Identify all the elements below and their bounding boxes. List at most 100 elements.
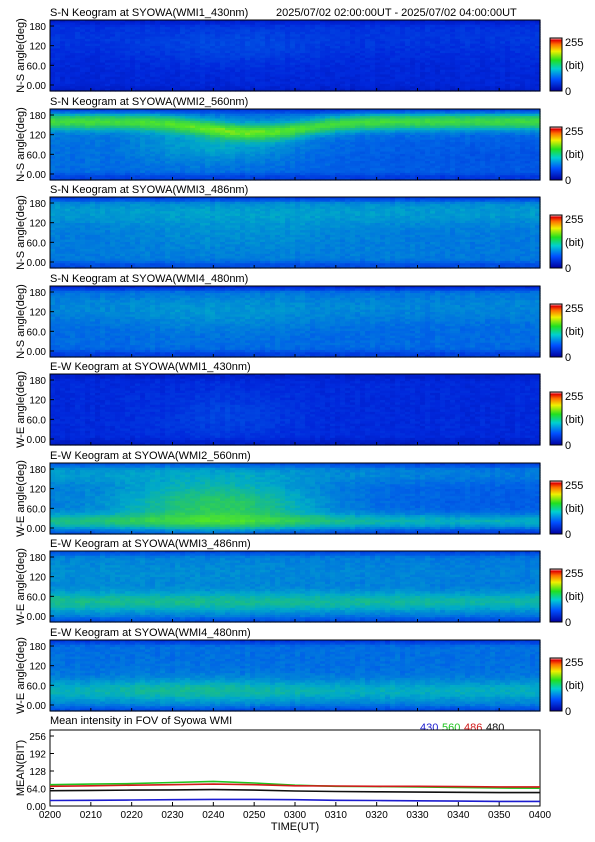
x-tick-label: 0300 bbox=[284, 810, 307, 821]
colorbar: 255 (bit) 0 bbox=[549, 214, 584, 275]
panel-title: E-W Keogram at SYOWA(WMI1_430nm) bbox=[50, 361, 251, 373]
keogram-panel: S-N Keogram at SYOWA(WMI1_430nm) 180 120 60… bbox=[15, 7, 584, 98]
y-tick-label: 120 bbox=[29, 219, 46, 230]
y-tick-label: 120 bbox=[29, 573, 46, 584]
y-tick-label: 60.0 bbox=[27, 504, 47, 515]
x-tick-label: 0330 bbox=[406, 810, 429, 821]
colorbar-unit-label: (bit) bbox=[565, 414, 584, 426]
panel-title: S-N Keogram at SYOWA(WMI1_430nm) bbox=[50, 7, 248, 19]
y-tick-label: 60.0 bbox=[27, 238, 47, 249]
colorbar: 255 (bit) 0 bbox=[549, 37, 584, 98]
colorbar-gradient bbox=[549, 657, 563, 712]
y-tick-label: 180 bbox=[29, 642, 46, 653]
panel-title: E-W Keogram at SYOWA(WMI2_560nm) bbox=[50, 450, 251, 462]
y-tick-label: 0.00 bbox=[27, 81, 47, 92]
colorbar-min-label: 0 bbox=[565, 529, 571, 541]
y-tick-label: 60.0 bbox=[27, 592, 47, 603]
keogram-image bbox=[50, 109, 541, 181]
keogram-image bbox=[50, 197, 541, 269]
y-tick-label: 60.0 bbox=[27, 61, 47, 72]
series-line-486 bbox=[49, 783, 540, 788]
y-tick-label: 60.0 bbox=[27, 150, 47, 161]
y-tick-label: 180 bbox=[29, 376, 46, 387]
y-tick-label: 60.0 bbox=[27, 415, 47, 426]
y-tick-label: 180 bbox=[29, 199, 46, 210]
colorbar-min-label: 0 bbox=[565, 617, 571, 629]
y-axis-label: W-E angle(deg) bbox=[15, 460, 27, 537]
colorbar-gradient bbox=[549, 391, 563, 446]
colorbar-gradient bbox=[549, 568, 563, 623]
colorbar-min-label: 0 bbox=[565, 352, 571, 364]
y-tick-label: 0.00 bbox=[27, 435, 47, 446]
colorbar-min-label: 0 bbox=[565, 263, 571, 275]
y-tick-label: 180 bbox=[29, 553, 46, 564]
colorbar-max-label: 255 bbox=[565, 568, 583, 580]
colorbar-unit-label: (bit) bbox=[565, 591, 584, 603]
colorbar-gradient bbox=[549, 37, 563, 92]
mean-y-tick-label: 128 bbox=[29, 767, 46, 778]
mean-y-axis-label: MEAN(BIT) bbox=[15, 740, 27, 796]
y-axis-label: W-E angle(deg) bbox=[15, 637, 27, 714]
keogram-image bbox=[50, 463, 541, 535]
colorbar-unit-label: (bit) bbox=[565, 149, 584, 161]
keogram-panel: E-W Keogram at SYOWA(WMI2_560nm) 180 120 60… bbox=[15, 450, 584, 541]
keogram-panel: E-W Keogram at SYOWA(WMI1_430nm) 180 120 60… bbox=[15, 361, 584, 452]
colorbar-min-label: 0 bbox=[565, 440, 571, 452]
y-tick-label: 180 bbox=[29, 465, 46, 476]
keogram-panel: E-W Keogram at SYOWA(WMI4_480nm) 180 120 60… bbox=[15, 627, 584, 718]
y-tick-label: 120 bbox=[29, 485, 46, 496]
panel-title: S-N Keogram at SYOWA(WMI3_486nm) bbox=[50, 184, 248, 196]
colorbar: 255 (bit) 0 bbox=[549, 303, 584, 364]
y-tick-label: 60.0 bbox=[27, 681, 47, 692]
x-tick-label: 0320 bbox=[366, 810, 389, 821]
panel-title: E-W Keogram at SYOWA(WMI4_480nm) bbox=[50, 627, 251, 639]
colorbar-min-label: 0 bbox=[565, 86, 571, 98]
y-tick-label: 0.00 bbox=[27, 524, 47, 535]
colorbar-min-label: 0 bbox=[565, 706, 571, 718]
keogram-image bbox=[50, 20, 541, 92]
y-tick-label: 180 bbox=[29, 288, 46, 299]
colorbar-unit-label: (bit) bbox=[565, 326, 584, 338]
x-axis-label: TIME(UT) bbox=[271, 821, 319, 833]
colorbar: 255 (bit) 0 bbox=[549, 126, 584, 187]
keogram-panel: S-N Keogram at SYOWA(WMI3_486nm) 180 120 60… bbox=[15, 184, 584, 275]
x-tick-label: 0220 bbox=[121, 810, 144, 821]
keogram-image bbox=[50, 640, 541, 712]
keogram-panels: S-N Keogram at SYOWA(WMI1_430nm) 180 120 60… bbox=[15, 7, 584, 718]
mean-y-tick-label: 64.0 bbox=[27, 785, 47, 796]
keogram-panel: E-W Keogram at SYOWA(WMI3_486nm) 180 120 60… bbox=[15, 538, 584, 629]
y-tick-label: 0.00 bbox=[27, 612, 47, 623]
mean-y-tick-label: 256 bbox=[29, 732, 46, 743]
y-tick-label: 0.00 bbox=[27, 258, 47, 269]
panel-title: S-N Keogram at SYOWA(WMI4_480nm) bbox=[50, 273, 248, 285]
colorbar-max-label: 255 bbox=[565, 391, 583, 403]
x-tick-label: 0210 bbox=[80, 810, 103, 821]
y-tick-label: 120 bbox=[29, 131, 46, 142]
y-tick-label: 0.00 bbox=[27, 347, 47, 358]
colorbar-gradient bbox=[549, 303, 563, 358]
y-axis-label: W-E angle(deg) bbox=[15, 371, 27, 448]
mean-y-tick-label: 0.00 bbox=[27, 802, 47, 813]
y-tick-label: 120 bbox=[29, 42, 46, 53]
y-axis-label: W-E angle(deg) bbox=[15, 548, 27, 625]
series-line-430 bbox=[49, 798, 540, 803]
mean-plot-frame bbox=[49, 729, 541, 807]
mean-y-tick-label: 192 bbox=[29, 750, 46, 761]
colorbar-unit-label: (bit) bbox=[565, 503, 584, 515]
keogram-panel: S-N Keogram at SYOWA(WMI4_480nm) 180 120 60… bbox=[15, 273, 584, 364]
x-tick-label: 0400 bbox=[529, 810, 552, 821]
series-line-480 bbox=[49, 788, 540, 794]
panel-title: S-N Keogram at SYOWA(WMI2_560nm) bbox=[50, 96, 248, 108]
mean-plot-title: Mean intensity in FOV of Syowa WMI bbox=[50, 715, 232, 727]
x-tick-label: 0310 bbox=[325, 810, 348, 821]
x-tick-label: 0230 bbox=[161, 810, 184, 821]
y-tick-label: 180 bbox=[29, 22, 46, 33]
colorbar: 255 (bit) 0 bbox=[549, 391, 584, 452]
y-tick-label: 120 bbox=[29, 396, 46, 407]
y-tick-label: 0.00 bbox=[27, 701, 47, 712]
x-tick-label: 0350 bbox=[488, 810, 511, 821]
x-tick-label: 0240 bbox=[202, 810, 225, 821]
x-tick-label: 0340 bbox=[447, 810, 470, 821]
colorbar: 255 (bit) 0 bbox=[549, 657, 584, 718]
